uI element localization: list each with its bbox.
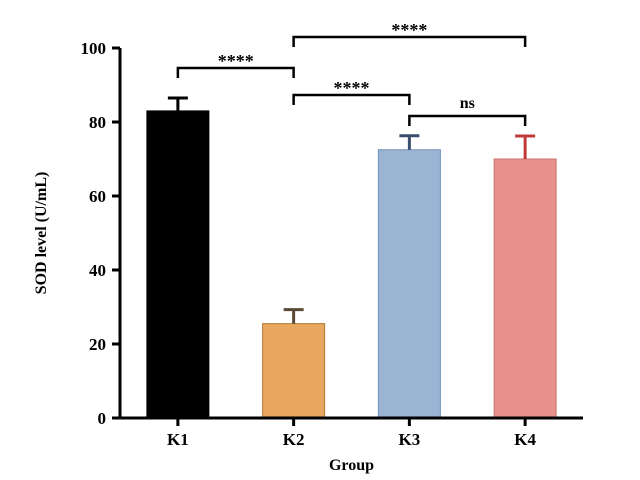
bar-k2 xyxy=(262,323,326,419)
y-tick-label: 60 xyxy=(89,187,106,206)
y-tick-label: 80 xyxy=(89,113,106,132)
significance-bracket xyxy=(408,114,527,126)
bar-k4 xyxy=(493,158,557,419)
significance-bracket xyxy=(292,93,411,105)
significance-label: **** xyxy=(334,78,370,98)
x-axis-title: Group xyxy=(329,457,374,474)
y-tick-label: 40 xyxy=(89,261,106,280)
y-tick-label: 0 xyxy=(98,409,107,428)
significance-label: **** xyxy=(391,20,427,40)
x-tick-label-k3: K3 xyxy=(399,430,421,449)
error-bars-layer xyxy=(167,96,536,324)
x-tick-label-k1: K1 xyxy=(167,430,189,449)
x-ticks: K1 K2 K3 K4 xyxy=(167,418,536,449)
bar-k1 xyxy=(146,110,210,419)
bar-k3 xyxy=(377,149,441,419)
significance-bracket xyxy=(292,35,527,47)
significance-label: **** xyxy=(218,51,254,71)
axes-layer xyxy=(118,48,583,420)
bars-layer xyxy=(146,110,557,419)
significance-bracket xyxy=(176,66,295,78)
x-tick-label-k2: K2 xyxy=(283,430,305,449)
x-tick-label-k4: K4 xyxy=(514,430,536,449)
significance-label: ns xyxy=(460,95,475,112)
y-axis-title: SOD level (U/mL) xyxy=(33,172,50,295)
y-ticks: 0 20 40 60 80 100 xyxy=(81,39,120,428)
y-tick-label: 20 xyxy=(89,335,106,354)
y-tick-label: 100 xyxy=(81,39,107,58)
significance-brackets: **** **** **** ns xyxy=(176,20,527,126)
